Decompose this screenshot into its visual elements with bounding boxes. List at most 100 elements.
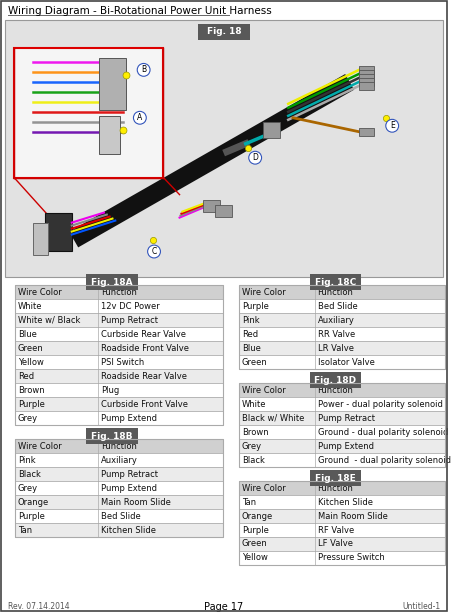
Text: Fig. 18D: Fig. 18D xyxy=(314,376,356,385)
Text: Pump Extend: Pump Extend xyxy=(101,414,157,423)
Text: Ground - dual polarity solenoid: Ground - dual polarity solenoid xyxy=(318,428,448,436)
Bar xyxy=(15,313,223,327)
Text: Function: Function xyxy=(318,386,354,395)
Text: Wire Color: Wire Color xyxy=(18,288,62,297)
Text: A: A xyxy=(137,113,143,122)
Text: Pump Retract: Pump Retract xyxy=(101,470,158,479)
Text: Roadside Rear Valve: Roadside Rear Valve xyxy=(101,372,187,381)
Bar xyxy=(15,299,223,313)
Bar xyxy=(15,286,223,425)
Text: Purple: Purple xyxy=(242,525,269,535)
Bar xyxy=(239,495,445,509)
Text: White w/ Black: White w/ Black xyxy=(18,316,80,325)
Text: Bed Slide: Bed Slide xyxy=(101,511,141,520)
Text: Pump Extend: Pump Extend xyxy=(101,484,157,493)
Text: Grey: Grey xyxy=(18,414,38,423)
Bar xyxy=(15,383,223,397)
Text: White: White xyxy=(242,400,266,409)
Bar xyxy=(15,327,223,341)
Text: RR Valve: RR Valve xyxy=(318,330,355,339)
Text: Power - dual polarity solenoid: Power - dual polarity solenoid xyxy=(318,400,442,409)
Text: Fig. 18E: Fig. 18E xyxy=(315,474,356,482)
Bar xyxy=(46,213,72,251)
Text: Orange: Orange xyxy=(18,498,49,506)
Text: Fig. 18: Fig. 18 xyxy=(207,28,241,36)
Text: Rev. 07.14.2014: Rev. 07.14.2014 xyxy=(8,603,69,611)
Bar xyxy=(263,122,280,138)
Text: Wire Color: Wire Color xyxy=(242,386,286,395)
Bar xyxy=(15,453,223,467)
Text: Function: Function xyxy=(318,484,354,493)
Text: Red: Red xyxy=(18,372,34,381)
Text: Pink: Pink xyxy=(242,316,260,325)
Text: Green: Green xyxy=(242,539,268,549)
Bar xyxy=(239,439,445,453)
Bar xyxy=(15,286,223,299)
Text: Ground  - dual polarity solenoid: Ground - dual polarity solenoid xyxy=(318,455,450,465)
Text: Tan: Tan xyxy=(242,498,256,506)
Text: Function: Function xyxy=(318,288,354,297)
Text: Wire Color: Wire Color xyxy=(242,484,286,493)
Text: Roadside Front Valve: Roadside Front Valve xyxy=(101,344,189,353)
Text: PSI Switch: PSI Switch xyxy=(101,358,145,367)
Text: Auxiliary: Auxiliary xyxy=(318,316,355,325)
Bar xyxy=(203,200,220,211)
Text: Function: Function xyxy=(101,441,137,451)
Text: D: D xyxy=(252,153,258,162)
Bar xyxy=(85,275,137,291)
Text: Isolator Valve: Isolator Valve xyxy=(318,358,374,367)
Text: Fig. 18C: Fig. 18C xyxy=(315,278,356,287)
Bar xyxy=(15,523,223,537)
Bar xyxy=(239,453,445,467)
Bar xyxy=(239,299,445,313)
Text: Pump Retract: Pump Retract xyxy=(318,414,374,423)
Text: Brown: Brown xyxy=(18,386,45,395)
Bar xyxy=(239,425,445,439)
Text: Plug: Plug xyxy=(101,386,119,395)
Text: Black w/ White: Black w/ White xyxy=(242,414,304,423)
Text: RF Valve: RF Valve xyxy=(318,525,354,535)
Bar xyxy=(239,481,445,565)
Text: Wire Color: Wire Color xyxy=(242,288,286,297)
Bar xyxy=(239,383,445,467)
Text: Pump Retract: Pump Retract xyxy=(101,316,158,325)
Text: Wiring Diagram - Bi-Rotational Power Unit Harness: Wiring Diagram - Bi-Rotational Power Uni… xyxy=(8,6,271,16)
Text: Orange: Orange xyxy=(242,511,273,520)
Text: Tan: Tan xyxy=(18,525,32,535)
Text: Auxiliary: Auxiliary xyxy=(101,455,138,465)
Text: Main Room Slide: Main Room Slide xyxy=(318,511,387,520)
Bar xyxy=(239,313,445,327)
Bar xyxy=(239,356,445,369)
Bar xyxy=(15,397,223,411)
Text: Blue: Blue xyxy=(242,344,261,353)
Text: C: C xyxy=(151,247,157,256)
Text: Brown: Brown xyxy=(242,428,269,436)
Text: B: B xyxy=(141,66,146,74)
Bar xyxy=(359,82,374,90)
Text: Main Room Slide: Main Room Slide xyxy=(101,498,171,506)
Bar xyxy=(99,58,126,110)
Bar xyxy=(15,439,223,537)
Text: Pump Extend: Pump Extend xyxy=(318,441,374,451)
Bar xyxy=(359,74,374,82)
Text: Fig. 18A: Fig. 18A xyxy=(91,278,132,287)
Text: Purple: Purple xyxy=(242,302,269,311)
Bar xyxy=(15,369,223,383)
Bar xyxy=(85,428,137,444)
Bar xyxy=(359,70,374,78)
Text: Fig. 18B: Fig. 18B xyxy=(91,432,132,441)
Bar xyxy=(359,78,374,86)
Text: Grey: Grey xyxy=(18,484,38,493)
Text: Curbside Front Valve: Curbside Front Valve xyxy=(101,400,188,409)
Bar xyxy=(239,383,445,397)
Bar xyxy=(15,439,223,453)
Bar xyxy=(310,275,362,291)
Text: Wire Color: Wire Color xyxy=(18,441,62,451)
Bar xyxy=(239,537,445,551)
Bar xyxy=(215,205,231,216)
Text: Purple: Purple xyxy=(18,400,45,409)
Bar xyxy=(15,481,223,495)
Bar xyxy=(359,128,374,135)
Text: LF Valve: LF Valve xyxy=(318,539,353,549)
Text: Page 17: Page 17 xyxy=(204,602,244,612)
